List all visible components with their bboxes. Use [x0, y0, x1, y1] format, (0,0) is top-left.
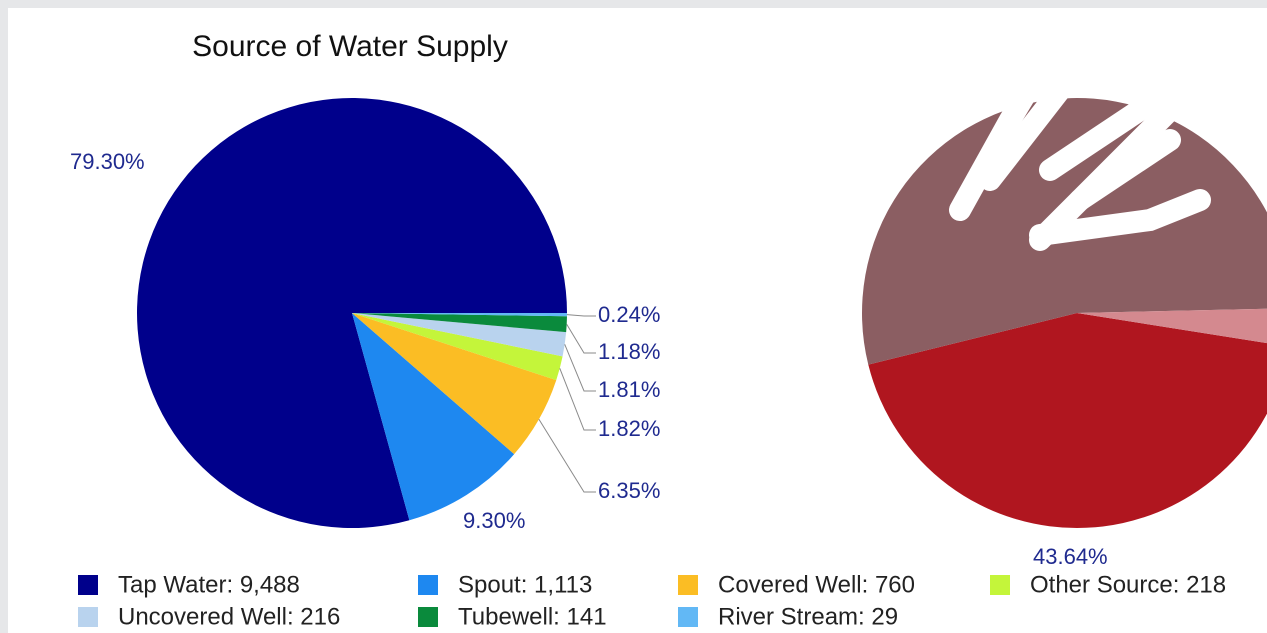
- scribble-stroke: [1029, 189, 1211, 246]
- data-label: 0.24%: [598, 302, 660, 327]
- pie-slice: [1077, 308, 1267, 344]
- data-label: 9.30%: [463, 508, 525, 533]
- data-label: 79.30%: [70, 149, 145, 174]
- scribble-stroke: [1069, 129, 1181, 211]
- legend-label: River Stream: 29: [718, 603, 898, 630]
- leader-line: [559, 368, 596, 431]
- legend-swatch: [418, 575, 438, 595]
- legend-label: Covered Well: 760: [718, 571, 915, 598]
- scribble: [949, 23, 1217, 251]
- chart-title: Source of Water Supply: [192, 30, 508, 63]
- pie-slice: [136, 97, 567, 528]
- legend-label: Spout: 1,113: [458, 571, 592, 598]
- legend-swatch: [78, 607, 98, 627]
- pie-slice: [868, 313, 1267, 528]
- leader-line: [566, 314, 596, 317]
- legend-label: Other Source: 218: [1030, 571, 1226, 598]
- legend-swatch: [678, 575, 698, 595]
- legend-swatch: [78, 575, 98, 595]
- scribble-stroke: [1039, 59, 1211, 181]
- pie-slice: [352, 313, 567, 357]
- leader-line: [566, 323, 596, 354]
- legend-label: Tap Water: 9,488: [118, 571, 300, 598]
- pie-slice: [352, 313, 557, 455]
- legend-label: Tubewell: 141: [458, 603, 607, 630]
- leader-line: [538, 418, 596, 493]
- data-label: 1.82%: [598, 416, 660, 441]
- data-label: 1.18%: [598, 339, 660, 364]
- data-label: 6.35%: [598, 478, 660, 503]
- scribble-stroke: [963, 23, 1217, 77]
- pie-slice: [352, 313, 563, 381]
- pie-slice: [352, 313, 567, 333]
- data-label: 1.81%: [598, 377, 660, 402]
- legend-swatch: [990, 575, 1010, 595]
- legend-swatch: [678, 607, 698, 627]
- legend-swatch: [418, 607, 438, 627]
- leader-line: [564, 344, 596, 392]
- legend-label: Uncovered Well: 216: [118, 603, 340, 630]
- scribble-stroke: [979, 49, 1101, 191]
- pie-slice: [352, 313, 515, 521]
- scribble-stroke: [949, 59, 1051, 221]
- scribble-stroke: [1029, 89, 1191, 251]
- data-label: 43.64%: [1033, 544, 1108, 569]
- pie-slice: [352, 313, 567, 317]
